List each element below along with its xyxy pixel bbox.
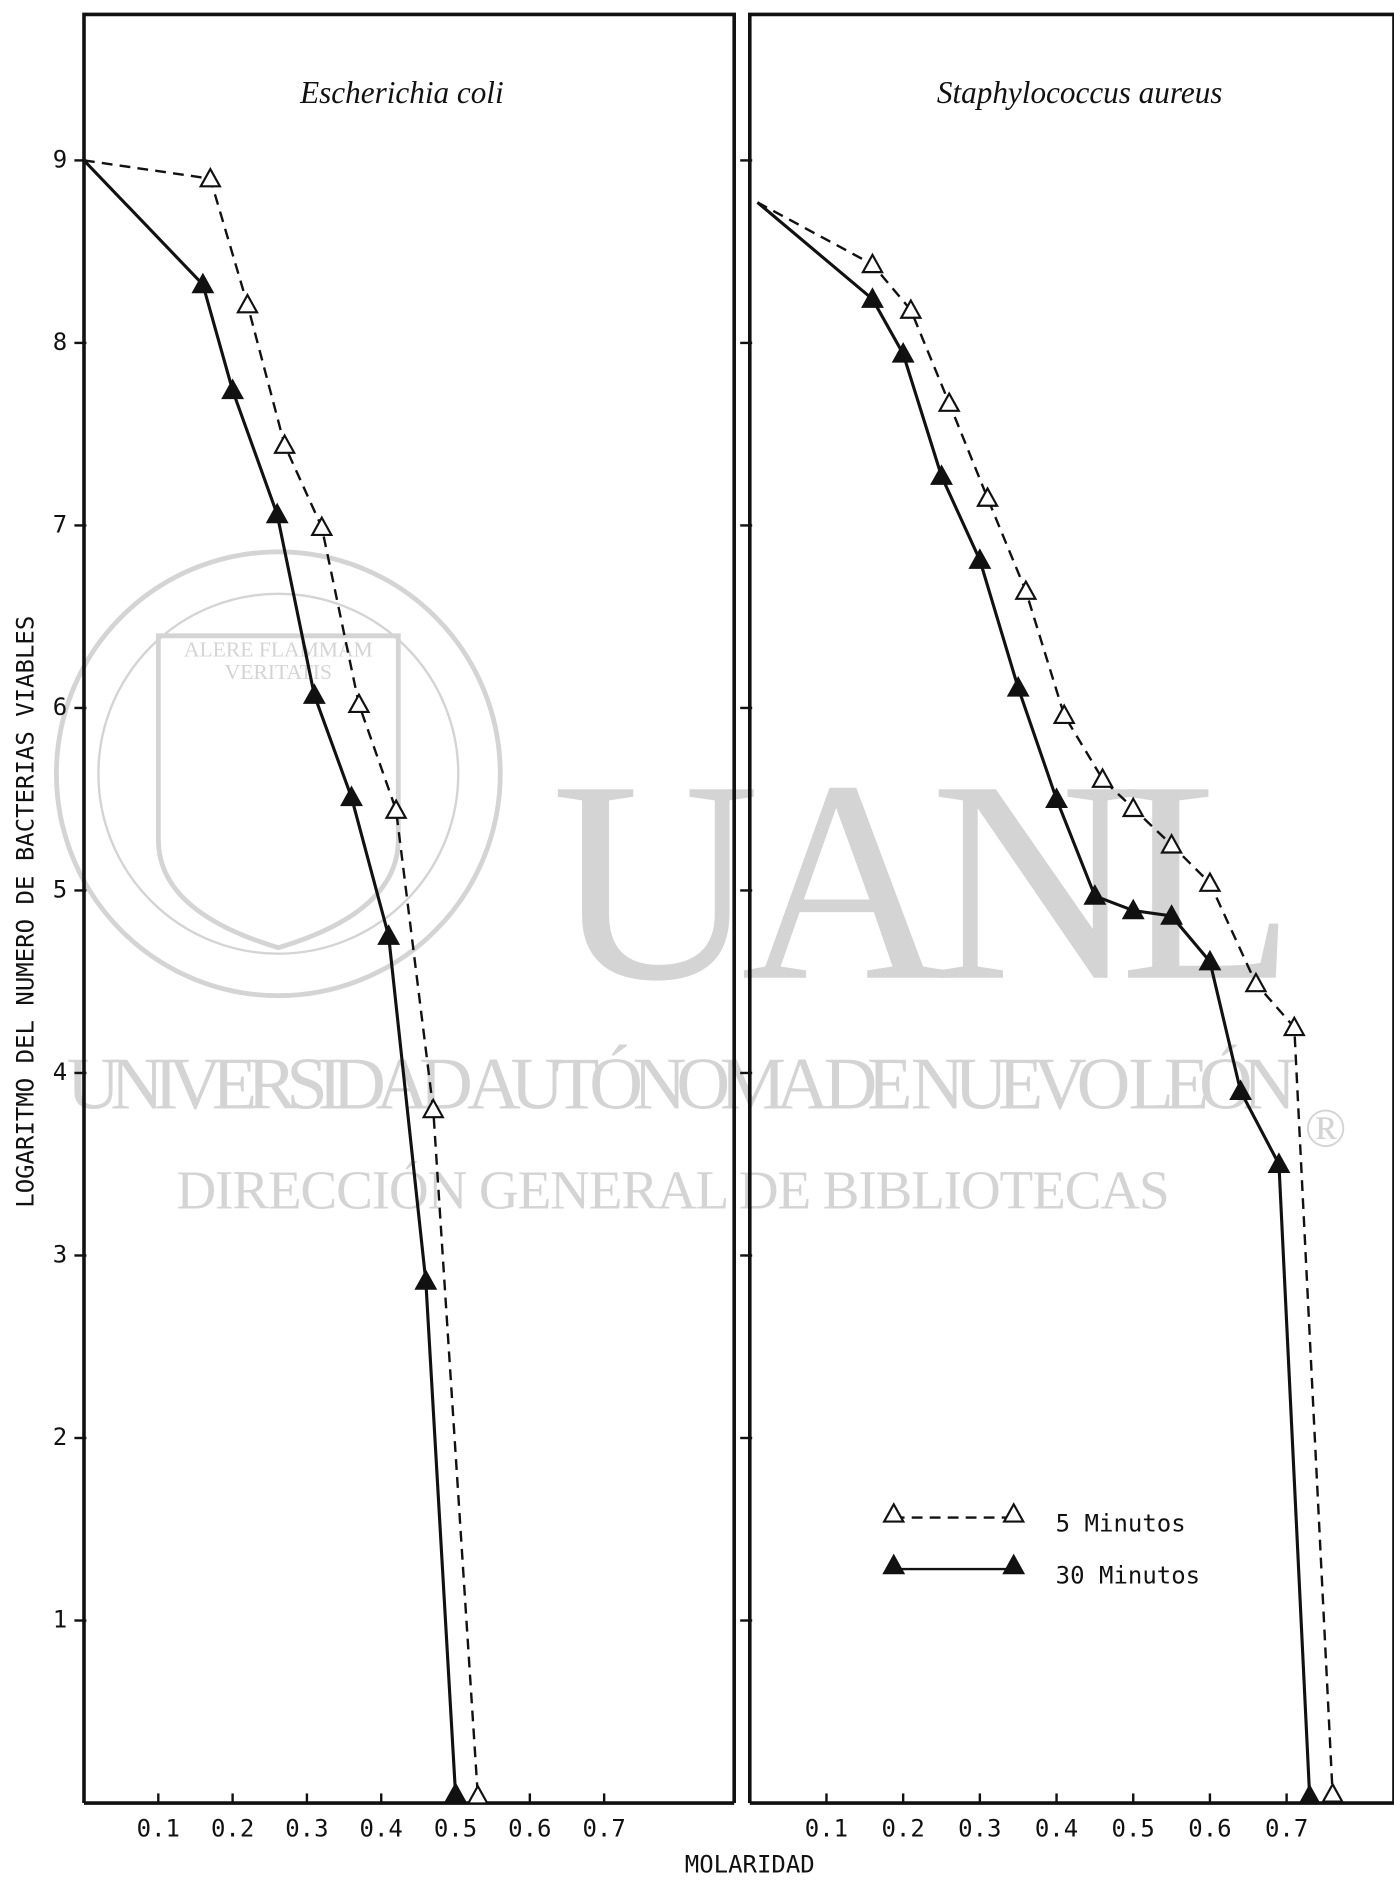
- marker: [1298, 1783, 1322, 1805]
- x-tick-label: 0.6: [508, 1814, 551, 1842]
- marker: [236, 292, 259, 314]
- marker: [302, 683, 326, 704]
- y-tick-label: 4: [53, 1058, 67, 1086]
- marker: [466, 1783, 490, 1805]
- marker: [976, 486, 999, 507]
- marker: [265, 502, 289, 524]
- marker: [1121, 898, 1145, 920]
- series-line: [756, 201, 1312, 1796]
- y-tick-label: 7: [53, 510, 67, 538]
- marker: [310, 515, 334, 537]
- marker: [1014, 579, 1038, 600]
- marker: [1321, 1782, 1345, 1803]
- watermark-line: UNIVERSIDAD AUTÓNOMA DE NUEVO LEÓN: [67, 1044, 1297, 1126]
- seal-ring: [97, 592, 460, 955]
- marker: [1006, 676, 1030, 697]
- seal-ring: [54, 549, 503, 999]
- marker: [968, 548, 992, 569]
- x-tick-label: 0.5: [434, 1814, 477, 1842]
- marker: [340, 785, 363, 807]
- x-tick-label: 0.4: [1035, 1814, 1078, 1842]
- marker: [273, 433, 297, 454]
- marker: [377, 924, 401, 945]
- watermark: ALERE FLAMMAM VERITATIS UANL UNIVERSIDAD…: [54, 549, 1347, 1221]
- x-tick-label: 0.2: [211, 1814, 254, 1842]
- panel-title: Escherichia coli: [299, 75, 504, 110]
- marker: [414, 1269, 438, 1290]
- marker: [861, 252, 884, 274]
- marker: [1244, 971, 1268, 993]
- marker: [1198, 871, 1222, 892]
- legend-label: 30 Minutos: [1056, 1561, 1200, 1589]
- series-line: [82, 159, 458, 1794]
- series-line: [83, 159, 480, 1796]
- x-tick-label: 0.6: [1188, 1814, 1231, 1842]
- marker: [1121, 796, 1145, 818]
- marker: [1160, 833, 1184, 854]
- x-tick-label: 0.3: [958, 1814, 1001, 1842]
- y-tick-label: 9: [53, 145, 67, 173]
- seal-shield: [155, 633, 401, 951]
- marker: [221, 378, 245, 400]
- x-axis-label: MOLARIDAD: [685, 1850, 815, 1878]
- marker: [1091, 767, 1114, 788]
- x-tick-label: 0.4: [360, 1814, 403, 1842]
- series-line: [756, 201, 1334, 1794]
- marker: [1045, 787, 1068, 808]
- y-tick-label: 2: [53, 1423, 67, 1451]
- marker: [384, 798, 408, 819]
- marker: [937, 391, 961, 412]
- panel-title: Staphylococcus aureus: [937, 75, 1223, 110]
- legend-marker: [882, 1502, 906, 1523]
- x-tick-label: 0.3: [285, 1814, 328, 1842]
- y-tick-label: 3: [53, 1240, 67, 1268]
- y-tick-label: 5: [53, 875, 67, 903]
- marker: [198, 166, 222, 188]
- legend-marker: [1002, 1502, 1026, 1523]
- x-tick-label: 0.7: [582, 1814, 625, 1842]
- y-tick-label: 1: [53, 1606, 67, 1634]
- marker: [1083, 884, 1107, 905]
- seal-motto: ALERE FLAMMAM: [184, 637, 373, 661]
- marker: [899, 298, 923, 319]
- legend-marker: [882, 1553, 906, 1575]
- marker: [861, 287, 884, 308]
- x-tick-label: 0.7: [1265, 1814, 1308, 1842]
- legend-marker: [1002, 1553, 1026, 1575]
- marker: [1052, 703, 1076, 725]
- marker: [191, 272, 215, 294]
- watermark-mark: ®: [1305, 1097, 1347, 1158]
- marker: [1198, 949, 1222, 971]
- watermark-big: UANL: [552, 722, 1296, 1041]
- marker: [421, 1097, 445, 1119]
- marker: [347, 692, 371, 714]
- y-tick-label: 6: [53, 693, 67, 721]
- marker: [444, 1782, 467, 1803]
- marker: [1160, 904, 1184, 925]
- legend-label: 5 Minutos: [1056, 1510, 1186, 1538]
- x-tick-label: 0.1: [137, 1814, 180, 1842]
- marker: [930, 464, 953, 485]
- x-tick-label: 0.5: [1112, 1814, 1155, 1842]
- x-tick-label: 0.1: [805, 1814, 848, 1842]
- watermark-line: DIRECCIÓN GENERAL DE BIBLIOTECAS: [176, 1160, 1169, 1221]
- y-axis-label: LOGARITMO DEL NUMERO DE BACTERIAS VIABLE…: [11, 616, 39, 1208]
- x-tick-label: 0.2: [881, 1814, 924, 1842]
- y-tick-label: 8: [53, 328, 67, 356]
- marker: [1229, 1079, 1253, 1100]
- marker: [891, 342, 915, 363]
- panel-frame: [82, 12, 736, 1804]
- seal-motto: VERITATIS: [225, 660, 332, 684]
- marker: [1267, 1152, 1291, 1173]
- marker: [1282, 1015, 1306, 1037]
